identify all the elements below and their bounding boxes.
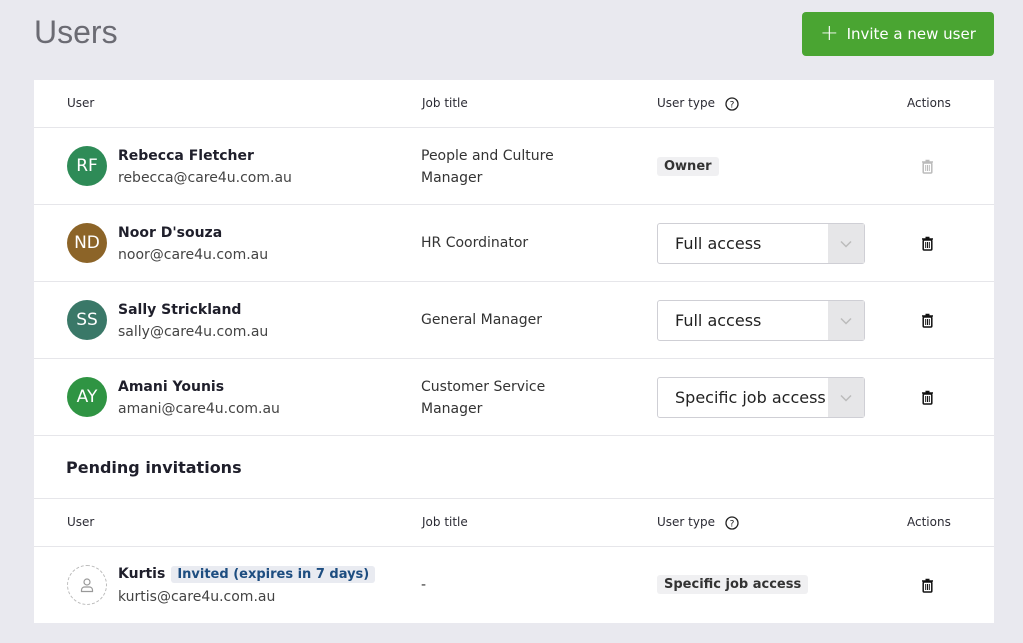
user-email: noor@care4u.com.au <box>118 247 269 263</box>
chevron-down-icon <box>828 224 864 263</box>
help-icon[interactable]: ? <box>725 515 739 530</box>
job-title: HR Coordinator <box>421 235 529 251</box>
avatar: SS <box>67 300 107 340</box>
page-title: Users <box>34 14 118 50</box>
user-name: Sally Strickland <box>118 302 242 318</box>
col-type: User type? <box>657 515 739 530</box>
col-type: User type? <box>657 96 739 111</box>
job-title: General Manager <box>421 312 542 328</box>
table-row: AY Amani Younis amani@care4u.com.au Cust… <box>34 359 994 436</box>
users-table: User Job title User type? Actions RF Reb… <box>34 80 994 623</box>
col-job: Job title <box>422 515 468 529</box>
avatar: ND <box>67 223 107 263</box>
plus-icon: + <box>820 21 839 46</box>
user-type-select[interactable]: Full access <box>657 223 865 264</box>
col-user: User <box>67 96 95 110</box>
table-row: ND Noor D'souza noor@care4u.com.au HR Co… <box>34 205 994 282</box>
user-name: Rebecca Fletcher <box>118 148 254 164</box>
user-email: amani@care4u.com.au <box>118 401 280 417</box>
user-name: Noor D'souza <box>118 225 223 241</box>
pending-table-header: User Job title User type? Actions <box>34 499 994 547</box>
col-actions: Actions <box>907 515 951 529</box>
user-type-select[interactable]: Specific job access <box>657 377 865 418</box>
trash-icon[interactable] <box>921 390 934 409</box>
invite-user-button[interactable]: + Invite a new user <box>802 12 994 56</box>
user-type-badge: Specific job access <box>657 575 809 594</box>
trash-icon[interactable] <box>921 578 934 597</box>
table-row: RF Rebecca Fletcher rebecca@care4u.com.a… <box>34 128 994 205</box>
user-email: sally@care4u.com.au <box>118 324 269 340</box>
pending-row: Kurtis Invited (expires in 7 days) kurtis… <box>34 547 994 624</box>
job-title: - <box>421 577 427 593</box>
user-email: kurtis@care4u.com.au <box>118 589 276 605</box>
col-job: Job title <box>422 96 468 110</box>
user-type-select[interactable]: Full access <box>657 300 865 341</box>
trash-icon <box>921 159 934 178</box>
user-icon <box>80 578 94 593</box>
chevron-down-icon <box>828 301 864 340</box>
status-badge: Invited (expires in 7 days) <box>171 566 376 583</box>
trash-icon[interactable] <box>921 313 934 332</box>
placeholder-avatar <box>67 565 107 605</box>
user-name: Kurtis Invited (expires in 7 days) <box>118 566 376 583</box>
help-icon[interactable]: ? <box>725 96 739 111</box>
table-row: SS Sally Strickland sally@care4u.com.au … <box>34 282 994 359</box>
job-title: Customer Service Manager <box>421 379 546 417</box>
job-title: People and Culture Manager <box>421 148 554 186</box>
user-type-badge: Owner <box>657 157 719 176</box>
table-header: User Job title User type? Actions <box>34 80 994 128</box>
col-user: User <box>67 515 95 529</box>
chevron-down-icon <box>828 378 864 417</box>
pending-section-heading: Pending invitations <box>34 437 994 499</box>
user-name: Amani Younis <box>118 379 225 395</box>
avatar: RF <box>67 146 107 186</box>
svg-text:?: ? <box>730 519 735 529</box>
svg-text:?: ? <box>730 100 735 110</box>
avatar: AY <box>67 377 107 417</box>
col-actions: Actions <box>907 96 951 110</box>
user-email: rebecca@care4u.com.au <box>118 170 292 186</box>
trash-icon[interactable] <box>921 236 934 255</box>
